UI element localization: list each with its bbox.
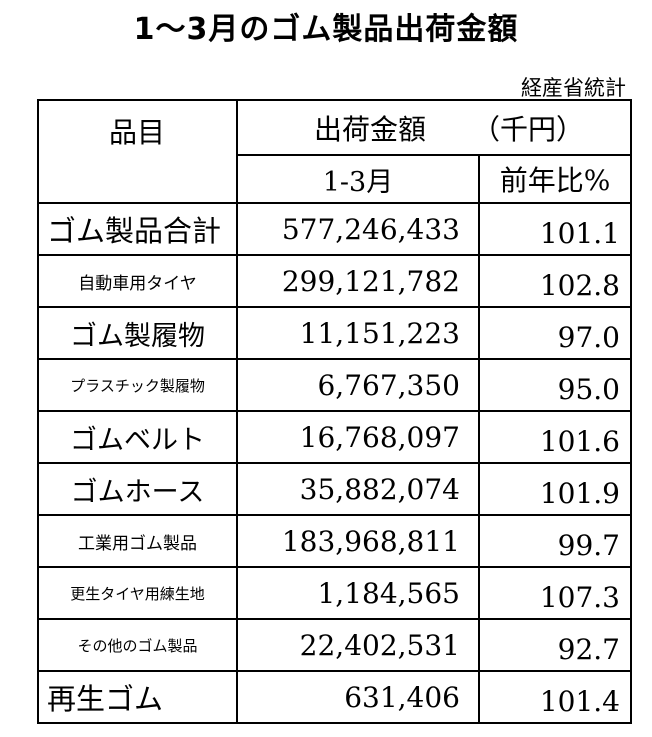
- header-unit-label: （千円）: [472, 112, 585, 146]
- row-value: 11,151,223: [236, 306, 480, 360]
- source-label: 経産省統計: [521, 76, 626, 100]
- row-value: 183,968,811: [236, 514, 480, 568]
- table-row: 工業用ゴム製品 183,968,811 99.7: [37, 514, 632, 568]
- header-amount-cell: 出荷金額 （千円）: [236, 99, 632, 156]
- table-row: ゴム製履物 11,151,223 97.0: [37, 306, 632, 360]
- row-value: 16,768,097: [236, 410, 480, 464]
- row-name: 再生ゴム: [37, 670, 238, 724]
- row-yoy: 101.1: [478, 202, 632, 256]
- row-name: ゴム製履物: [37, 306, 238, 360]
- table-row: 更生タイヤ用練生地 1,184,565 107.3: [37, 566, 632, 620]
- table-row: ゴムホース 35,882,074 101.9: [37, 462, 632, 516]
- row-name: プラスチック製履物: [37, 358, 238, 412]
- row-value: 22,402,531: [236, 618, 480, 672]
- table-row: 自動車用タイヤ 299,121,782 102.8: [37, 254, 632, 308]
- row-yoy: 99.7: [478, 514, 632, 568]
- row-value: 1,184,565: [236, 566, 480, 620]
- header-period-cell: 1-3月: [236, 154, 480, 204]
- header-yoy-label: 前年比%: [499, 164, 611, 197]
- row-yoy: 97.0: [478, 306, 632, 360]
- row-yoy: 107.3: [478, 566, 632, 620]
- table-row: プラスチック製履物 6,767,350 95.0: [37, 358, 632, 412]
- row-value: 299,121,782: [236, 254, 480, 308]
- shipment-table: 品目 出荷金額 （千円） 1-3月 前年比% ゴム製品合計 577,246,433…: [37, 99, 632, 724]
- row-yoy: 101.4: [478, 670, 632, 724]
- row-name: ゴム製品合計: [37, 202, 238, 256]
- table-row: その他のゴム製品 22,402,531 92.7: [37, 618, 632, 672]
- table-row: 再生ゴム 631,406 101.4: [37, 670, 632, 724]
- row-name: 更生タイヤ用練生地: [37, 566, 238, 620]
- header-item-cell: 品目: [37, 99, 238, 204]
- row-name: ゴムホース: [37, 462, 238, 516]
- header-amount-label: 出荷金額: [314, 112, 427, 146]
- table-row: ゴム製品合計 577,246,433 101.1: [37, 202, 632, 256]
- header-period-label: 1-3月: [322, 166, 394, 198]
- row-name: 自動車用タイヤ: [37, 254, 238, 308]
- row-value: 35,882,074: [236, 462, 480, 516]
- row-yoy: 92.7: [478, 618, 632, 672]
- row-yoy: 102.8: [478, 254, 632, 308]
- row-value: 6,767,350: [236, 358, 480, 412]
- row-yoy: 101.6: [478, 410, 632, 464]
- row-value: 631,406: [236, 670, 480, 724]
- header-item-label: 品目: [109, 116, 166, 149]
- row-value: 577,246,433: [236, 202, 480, 256]
- row-name: ゴムベルト: [37, 410, 238, 464]
- row-name: 工業用ゴム製品: [37, 514, 238, 568]
- row-yoy: 101.9: [478, 462, 632, 516]
- table-row: ゴムベルト 16,768,097 101.6: [37, 410, 632, 464]
- page-title: 1～3月のゴム製品出荷金額: [133, 12, 519, 47]
- header-yoy-cell: 前年比%: [478, 154, 632, 204]
- row-name: その他のゴム製品: [37, 618, 238, 672]
- row-yoy: 95.0: [478, 358, 632, 412]
